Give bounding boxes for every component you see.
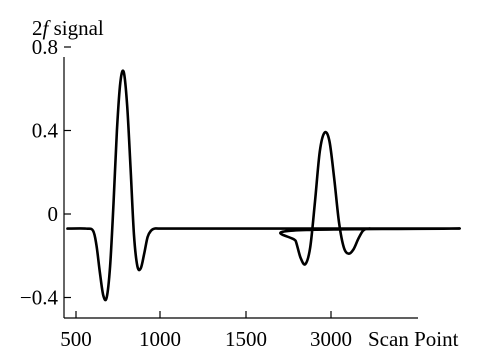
- y-tick-label: 0.4: [32, 119, 59, 143]
- x-tick-label: 1500: [225, 327, 267, 351]
- y-axis-title: 2f signal: [32, 16, 104, 40]
- x-tick-label: 1000: [139, 327, 181, 351]
- x-axis-title: Scan Point: [368, 327, 459, 351]
- series-line: [66, 69, 461, 302]
- x-tick-label: 500: [60, 327, 92, 351]
- x-axis-ticks: 500 1000 1500 3000 Scan Point: [60, 311, 459, 351]
- y-tick-label: 0.8: [32, 35, 58, 59]
- y-tick-label: −0.4: [20, 286, 59, 310]
- x-tick-label: 3000: [310, 327, 352, 351]
- y-axis-ticks: 0.8 0.4 0 −0.4: [20, 35, 71, 310]
- y-tick-label: 0: [48, 202, 59, 226]
